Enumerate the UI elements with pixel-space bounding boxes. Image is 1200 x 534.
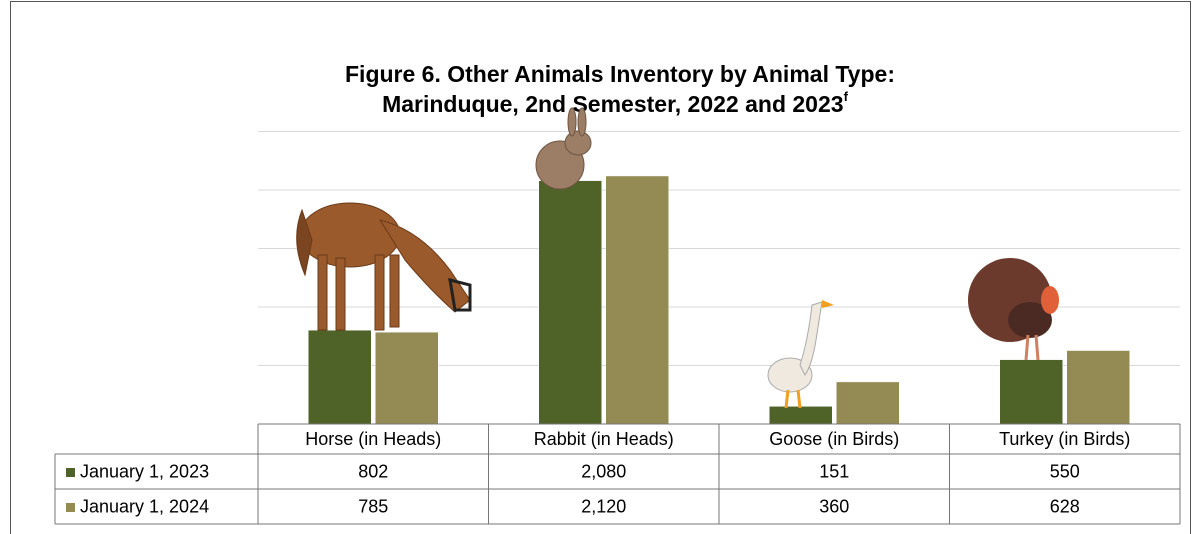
title-superscript: f <box>844 89 849 104</box>
category-label: Turkey (in Birds) <box>999 429 1130 449</box>
legend-label: January 1, 2024 <box>80 496 209 516</box>
value-label: 2,080 <box>581 461 626 481</box>
bar <box>539 181 602 424</box>
bar <box>1067 351 1130 424</box>
bar <box>606 176 669 424</box>
page: Figure 6. Other Animals Inventory by Ani… <box>0 0 1200 534</box>
bar <box>308 330 371 424</box>
bar <box>769 406 832 424</box>
category-label: Rabbit (in Heads) <box>534 429 674 449</box>
bar <box>375 332 438 424</box>
data-table: Horse (in Heads) Rabbit (in Heads) Goose (… <box>55 424 1180 524</box>
chart-title: Figure 6. Other Animals Inventory by Ani… <box>345 61 895 87</box>
value-label: 2,120 <box>581 496 626 516</box>
title-text: Marinduque, 2nd Semester, 2022 and 2023 <box>382 91 843 117</box>
goose-icon <box>768 300 834 408</box>
category-label: Goose (in Birds) <box>769 429 899 449</box>
value-label: 550 <box>1050 461 1080 481</box>
value-label: 628 <box>1050 496 1080 516</box>
rabbit-icon <box>536 108 591 189</box>
chart-title: Marinduque, 2nd Semester, 2022 and 2023f <box>382 89 848 117</box>
bar <box>1000 360 1063 424</box>
turkey-icon <box>968 258 1059 360</box>
legend-swatch <box>66 468 75 477</box>
legend-swatch <box>66 503 75 512</box>
bar <box>836 382 899 424</box>
value-label: 151 <box>819 461 849 481</box>
chart: Figure 6. Other Animals Inventory by Ani… <box>0 0 1200 534</box>
category-label: Horse (in Heads) <box>305 429 441 449</box>
value-label: 785 <box>358 496 388 516</box>
legend-label: January 1, 2023 <box>80 461 209 481</box>
horse-icon <box>297 203 470 330</box>
value-label: 360 <box>819 496 849 516</box>
value-label: 802 <box>358 461 388 481</box>
